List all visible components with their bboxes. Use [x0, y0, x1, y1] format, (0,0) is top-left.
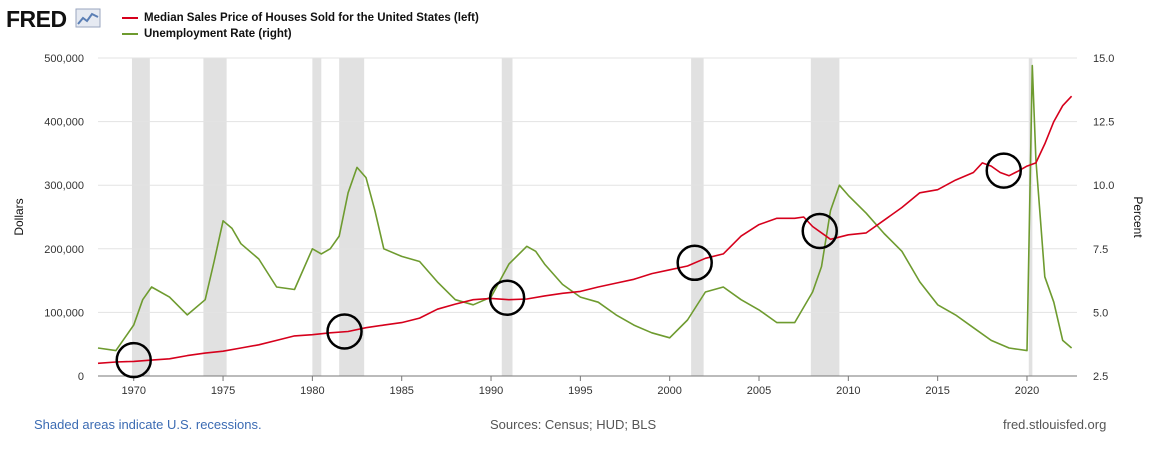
- fred-logo-chart-icon: [75, 8, 101, 28]
- annotation-circle: [985, 152, 1023, 189]
- x-tick-label: 2010: [836, 385, 860, 397]
- y-left-tick-label: 200,000: [44, 244, 84, 256]
- x-tick-label: 2005: [747, 385, 771, 397]
- dual-axis-line-chart: 0 100,000 200,000 300,000 400,000 500,000 2.5 5…: [12, 53, 1145, 397]
- y-left-tick-label: 400,000: [44, 117, 84, 129]
- legend-swatch-red: [122, 16, 138, 19]
- y-right-tick-label: 10.0: [1093, 180, 1114, 192]
- x-tick-label: 2000: [657, 385, 681, 397]
- x-tick-label: 1995: [568, 385, 592, 397]
- x-tick-label: 1985: [389, 385, 413, 397]
- recession-note[interactable]: Shaded areas indicate U.S. recessions.: [34, 417, 262, 432]
- fred-logo-text: FRED: [6, 6, 67, 32]
- annotation-circle: [801, 212, 838, 250]
- sources-text: Sources: Census; HUD; BLS: [490, 417, 657, 432]
- legend-label-unemployment: Unemployment Rate (right): [144, 28, 292, 40]
- x-tick-label: 1980: [300, 385, 324, 397]
- recession-band: [203, 58, 227, 376]
- annotation-circle: [115, 341, 152, 379]
- legend-swatch-green: [122, 32, 138, 35]
- annotation-circles: [115, 152, 1023, 379]
- y-right-tick-label: 2.5: [1093, 371, 1108, 383]
- y-left-axis-title: Dollars: [12, 198, 26, 235]
- site-url[interactable]: fred.stlouisfed.org: [1003, 417, 1107, 432]
- legend-label-house-price: Median Sales Price of Houses Sold for th…: [144, 12, 479, 24]
- annotation-circle: [488, 279, 526, 317]
- x-tick-label: 2020: [1015, 385, 1039, 397]
- recession-band: [501, 58, 513, 376]
- annotation-circle: [326, 313, 363, 350]
- recession-band: [312, 58, 322, 376]
- y-right-tick-label: 5.0: [1093, 307, 1108, 319]
- series-lines: [97, 64, 1073, 365]
- recession-band: [131, 58, 150, 376]
- fred-logo[interactable]: FRED: [6, 6, 101, 33]
- y-left-tick-label: 500,000: [44, 53, 84, 65]
- y-right-tick-label: 7.5: [1093, 244, 1108, 256]
- y-right-tick-label: 12.5: [1093, 117, 1114, 129]
- y-right-axis-title: Percent: [1131, 196, 1145, 238]
- recession-band: [1028, 58, 1033, 376]
- x-tick-label: 2015: [925, 385, 949, 397]
- legend-item-unemployment: Unemployment Rate (right): [122, 28, 292, 40]
- y-left-tick-label: 100,000: [44, 307, 84, 319]
- gridlines: [98, 57, 1077, 313]
- x-tick-label: 1990: [479, 385, 503, 397]
- recession-band: [691, 58, 704, 376]
- y-left-tick-label: 0: [78, 371, 84, 383]
- x-tick-label: 1970: [121, 385, 145, 397]
- unemployment-rate-line: [97, 64, 1073, 352]
- y-right-tick-label: 15.0: [1093, 53, 1114, 65]
- legend-item-house-price: Median Sales Price of Houses Sold for th…: [122, 12, 479, 24]
- recession-band: [810, 58, 840, 376]
- house-price-line: [97, 95, 1073, 365]
- axes: 0 100,000 200,000 300,000 400,000 500,000 2.5 5…: [12, 53, 1145, 397]
- x-tick-label: 1975: [211, 385, 235, 397]
- y-left-tick-label: 300,000: [44, 180, 84, 192]
- annotation-circle: [676, 244, 713, 282]
- recession-shading: [131, 58, 1033, 376]
